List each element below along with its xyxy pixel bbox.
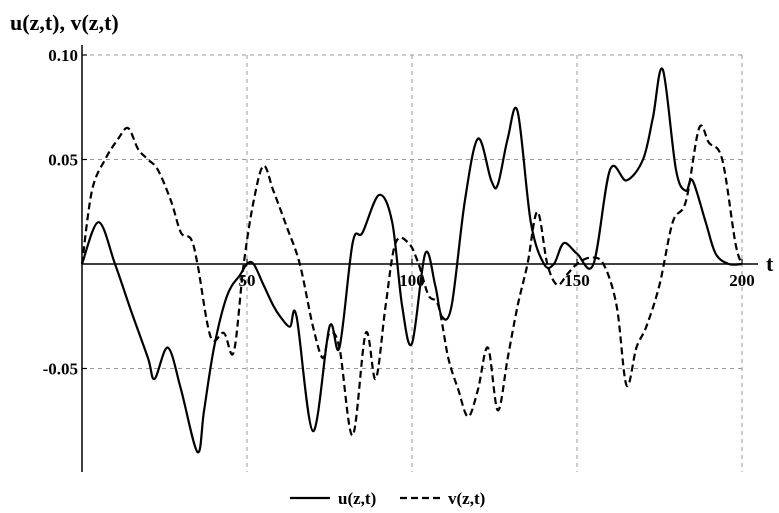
legend-label: v(z,t) — [448, 489, 485, 508]
series-lines — [80, 67, 744, 454]
x-tick-label: 150 — [564, 271, 590, 290]
y-tick-label: 0.10 — [48, 46, 78, 65]
x-axis-title: t — [766, 251, 774, 276]
legend-label: u(z,t) — [338, 489, 376, 508]
x-tick-label: 100 — [399, 271, 425, 290]
series-line-vzt — [80, 124, 744, 437]
y-axis-title: u(z,t), v(z,t) — [10, 10, 119, 35]
y-tick-label: 0.05 — [48, 151, 78, 170]
axes — [81, 45, 758, 472]
y-tick-label: -0.05 — [43, 360, 78, 379]
x-tick-label: 200 — [729, 271, 755, 290]
legend: u(z,t) v(z,t) — [290, 489, 485, 508]
series-line-uzt — [80, 67, 743, 454]
